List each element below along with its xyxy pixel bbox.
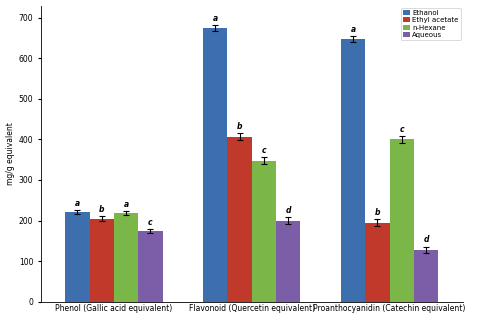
Text: a: a — [213, 14, 218, 23]
Text: c: c — [399, 125, 404, 134]
Text: d: d — [286, 206, 291, 215]
Bar — [65, 212, 90, 302]
Text: b: b — [237, 122, 242, 131]
Bar — [341, 39, 365, 302]
Y-axis label: mg/g equivalent: mg/g equivalent — [6, 122, 14, 185]
Text: b: b — [375, 208, 380, 217]
Text: a: a — [75, 199, 80, 208]
Text: d: d — [423, 235, 429, 244]
Bar — [365, 223, 390, 302]
Bar — [114, 213, 138, 302]
Text: a: a — [350, 25, 356, 33]
Text: a: a — [123, 200, 129, 209]
Legend: Ethanol, Ethyl acetate, n-Hexane, Aqueous: Ethanol, Ethyl acetate, n-Hexane, Aqueou… — [401, 8, 460, 40]
Bar — [203, 28, 228, 302]
Bar — [252, 160, 276, 302]
Bar — [138, 231, 163, 302]
Text: b: b — [99, 205, 105, 214]
Bar — [414, 250, 438, 302]
Bar — [276, 220, 300, 302]
Bar — [228, 137, 252, 302]
Text: c: c — [148, 218, 153, 226]
Bar — [390, 139, 414, 302]
Text: c: c — [262, 146, 266, 155]
Bar — [90, 219, 114, 302]
